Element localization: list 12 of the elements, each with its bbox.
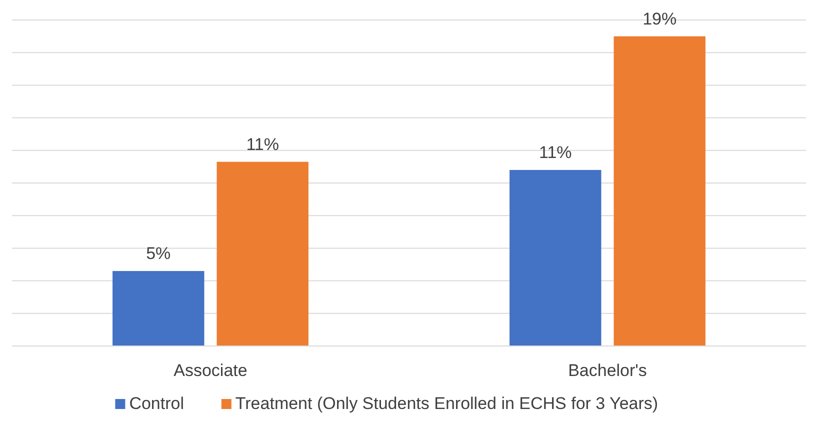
data-label: 5% — [146, 244, 171, 264]
legend-label: Control — [129, 394, 184, 413]
legend-label: Treatment (Only Students Enrolled in ECHS for 3 Years) — [235, 394, 658, 413]
bar — [112, 271, 204, 346]
x-tick-label: Associate — [174, 361, 248, 380]
data-label: 11% — [539, 142, 572, 162]
x-tick-label: Bachelor's — [568, 361, 647, 380]
bar — [510, 170, 602, 346]
data-label: 11% — [246, 134, 279, 154]
data-label: 19% — [642, 9, 677, 28]
bar — [614, 36, 706, 346]
bar — [216, 162, 308, 346]
